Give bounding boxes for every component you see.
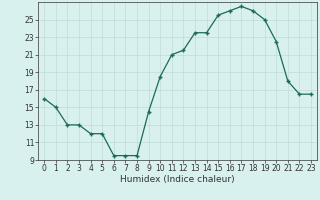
X-axis label: Humidex (Indice chaleur): Humidex (Indice chaleur) — [120, 175, 235, 184]
